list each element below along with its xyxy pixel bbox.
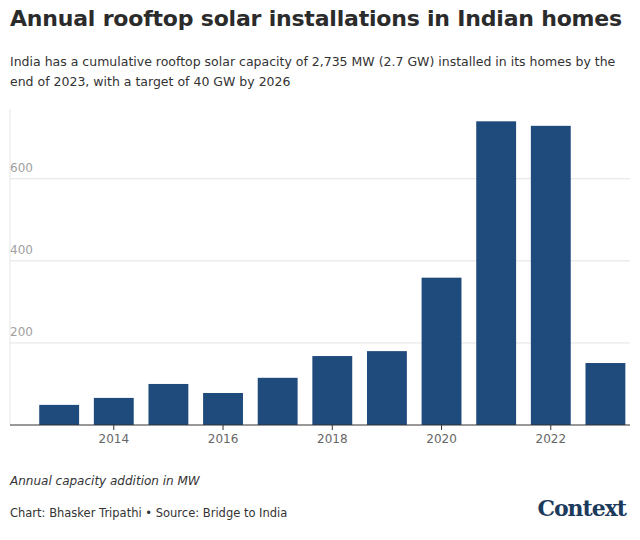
x-tick: [550, 425, 551, 430]
bars: [39, 121, 625, 425]
bar: [367, 351, 407, 425]
x-tick-label: 2020: [426, 432, 457, 446]
x-tick-label: 2018: [317, 432, 348, 446]
bar: [476, 121, 516, 425]
axis-caption: Annual capacity addition in MW: [10, 474, 200, 488]
bar: [94, 398, 134, 425]
bar: [422, 278, 462, 425]
bar: [585, 363, 625, 425]
logo: Context: [537, 495, 626, 521]
x-tick: [441, 425, 442, 430]
source: Chart: Bhasker Tripathi • Source: Bridge…: [10, 506, 287, 520]
y-axis-line: [10, 109, 11, 425]
bar: [148, 384, 188, 425]
x-axis-line: [10, 425, 630, 426]
bar: [258, 378, 298, 425]
y-tick-label: 600: [10, 161, 33, 175]
bar: [203, 393, 243, 425]
x-tick: [223, 425, 224, 430]
x-tick: [332, 425, 333, 430]
bar: [39, 405, 79, 425]
x-tick-label: 2016: [208, 432, 239, 446]
bar: [531, 126, 571, 425]
x-tick-label: 2014: [99, 432, 130, 446]
chart: 200 400 600 2014 2016 2018 2020 2022: [0, 0, 640, 540]
y-tick-label: 200: [10, 325, 33, 339]
bar: [312, 356, 352, 425]
title: Annual rooftop solar installations in In…: [10, 6, 622, 31]
x-tick: [113, 425, 114, 430]
x-tick-label: 2022: [536, 432, 567, 446]
y-tick-label: 400: [10, 243, 33, 257]
subtitle: India has a cumulative rooftop solar cap…: [10, 52, 630, 92]
